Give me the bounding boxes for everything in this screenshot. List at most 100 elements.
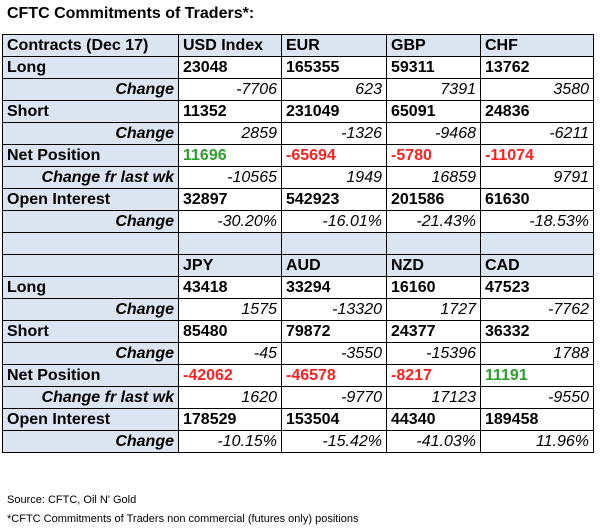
cell-value: 201586 xyxy=(386,188,481,211)
cell-value: 153504 xyxy=(281,408,387,431)
row-label: Short xyxy=(2,100,179,123)
cell-value: 7391 xyxy=(386,78,481,101)
row-label: Short xyxy=(2,320,179,343)
cell-value: -45 xyxy=(178,342,282,365)
cell-value: 1727 xyxy=(386,298,481,321)
cell-value: 65091 xyxy=(386,100,481,123)
cell-value: 1949 xyxy=(281,166,387,189)
cell-value: -7762 xyxy=(480,298,594,321)
cell-value: 2859 xyxy=(178,122,282,145)
header-currency: EUR xyxy=(281,34,387,57)
row-label: Change xyxy=(2,430,179,453)
cell-value: 59311 xyxy=(386,56,481,79)
row-label: Open Interest xyxy=(2,408,179,431)
net-value: -8217 xyxy=(386,364,481,387)
cell-value: 33294 xyxy=(281,276,387,299)
header-blank xyxy=(2,254,179,277)
net-value: -11074 xyxy=(480,144,594,167)
row-label: Long xyxy=(2,276,179,299)
header-currency: GBP xyxy=(386,34,481,57)
cell-value: 542923 xyxy=(281,188,387,211)
cell-value: -9770 xyxy=(281,386,387,409)
cell-value: -16.01% xyxy=(281,210,387,233)
page-title: CFTC Commitments of Traders*: xyxy=(7,5,255,22)
cell-value: 85480 xyxy=(178,320,282,343)
cell-value: 36332 xyxy=(480,320,594,343)
cell-value: -1326 xyxy=(281,122,387,145)
cell-value: 9791 xyxy=(480,166,594,189)
cell-value: -13320 xyxy=(281,298,387,321)
cell-value: 11352 xyxy=(178,100,282,123)
cell-value: 79872 xyxy=(281,320,387,343)
cell-value: 13762 xyxy=(480,56,594,79)
cell-value: -9550 xyxy=(480,386,594,409)
row-label: Change fr last wk xyxy=(2,166,179,189)
cell-value: 189458 xyxy=(480,408,594,431)
short-change-row: Change 2859 -1326 -9468 -6211 xyxy=(2,122,594,145)
net-value: 11191 xyxy=(480,364,594,387)
cell-value: 16859 xyxy=(386,166,481,189)
short-change-row: Change -45 -3550 -15396 1788 xyxy=(2,342,594,365)
header-currency: JPY xyxy=(178,254,282,277)
cell-value: 23048 xyxy=(178,56,282,79)
cell-value: 1575 xyxy=(178,298,282,321)
row-label: Open Interest xyxy=(2,188,179,211)
cell-value: 17123 xyxy=(386,386,481,409)
long-change-row: Change -7706 623 7391 3580 xyxy=(2,78,594,101)
cell-value: -10565 xyxy=(178,166,282,189)
long-row: Long 43418 33294 16160 47523 xyxy=(2,276,594,299)
header-label: Contracts (Dec 17) xyxy=(2,34,179,57)
row-label: Change xyxy=(2,122,179,145)
short-row: Short 11352 231049 65091 24836 xyxy=(2,100,594,123)
cell-value: -30.20% xyxy=(178,210,282,233)
cell-value: -18.53% xyxy=(480,210,594,233)
net-value: -42062 xyxy=(178,364,282,387)
open-interest-change-row: Change -30.20% -16.01% -21.43% -18.53% xyxy=(2,210,594,233)
cell-value: 165355 xyxy=(281,56,387,79)
row-label: Change fr last wk xyxy=(2,386,179,409)
row-label: Net Position xyxy=(2,364,179,387)
header-currency: CHF xyxy=(480,34,594,57)
cell-value: 1788 xyxy=(480,342,594,365)
row-label: Change xyxy=(2,298,179,321)
cell-value: -7706 xyxy=(178,78,282,101)
cot-table: Contracts (Dec 17) USD Index EUR GBP CHF… xyxy=(2,34,594,453)
short-row: Short 85480 79872 24377 36332 xyxy=(2,320,594,343)
cell-value: -41.03% xyxy=(386,430,481,453)
row-label: Change xyxy=(2,210,179,233)
cell-value: -21.43% xyxy=(386,210,481,233)
cell-value: 3580 xyxy=(480,78,594,101)
cell-value: 24377 xyxy=(386,320,481,343)
net-value: -65694 xyxy=(281,144,387,167)
footnote: *CFTC Commitments of Traders non commerc… xyxy=(7,513,359,525)
cell-value: -6211 xyxy=(480,122,594,145)
cell-value: -10.15% xyxy=(178,430,282,453)
cell-value: 32897 xyxy=(178,188,282,211)
cell-value: 178529 xyxy=(178,408,282,431)
cell-value: 11.96% xyxy=(480,430,594,453)
header-row: Contracts (Dec 17) USD Index EUR GBP CHF xyxy=(2,34,594,57)
net-value: 11696 xyxy=(178,144,282,167)
row-label: Long xyxy=(2,56,179,79)
long-row: Long 23048 165355 59311 13762 xyxy=(2,56,594,79)
open-interest-row: Open Interest 32897 542923 201586 61630 xyxy=(2,188,594,211)
cell-value: -9468 xyxy=(386,122,481,145)
header-currency: CAD xyxy=(480,254,594,277)
net-change-row: Change fr last wk 1620 -9770 17123 -9550 xyxy=(2,386,594,409)
cell-value: -15.42% xyxy=(281,430,387,453)
net-value: -46578 xyxy=(281,364,387,387)
cell-value: 24836 xyxy=(480,100,594,123)
row-label: Change xyxy=(2,342,179,365)
net-position-row: Net Position -42062 -46578 -8217 11191 xyxy=(2,364,594,387)
net-value: -5780 xyxy=(386,144,481,167)
header-currency: USD Index xyxy=(178,34,282,57)
cell-value: -15396 xyxy=(386,342,481,365)
open-interest-row: Open Interest 178529 153504 44340 189458 xyxy=(2,408,594,431)
open-interest-change-row: Change -10.15% -15.42% -41.03% 11.96% xyxy=(2,430,594,453)
cell-value: 47523 xyxy=(480,276,594,299)
header-currency: NZD xyxy=(386,254,481,277)
cell-value: 44340 xyxy=(386,408,481,431)
currency-header-row: JPY AUD NZD CAD xyxy=(2,254,594,277)
cell-value: 16160 xyxy=(386,276,481,299)
